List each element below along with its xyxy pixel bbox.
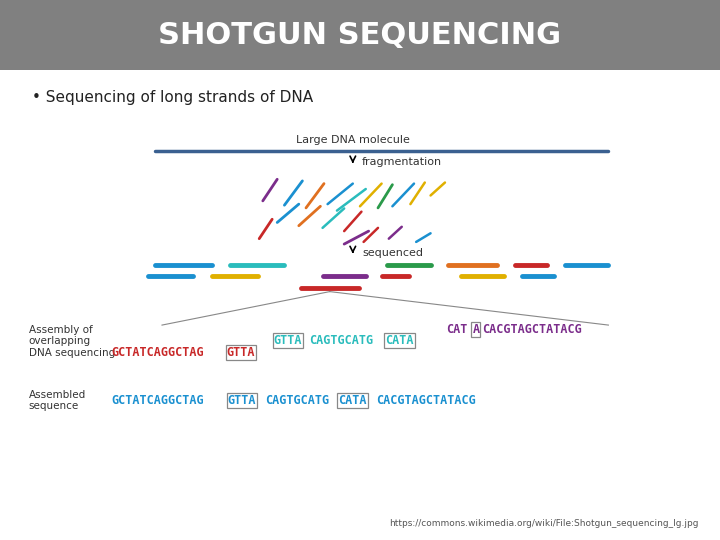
Text: CAT: CAT bbox=[446, 323, 468, 336]
Text: SHOTGUN SEQUENCING: SHOTGUN SEQUENCING bbox=[158, 21, 562, 50]
Text: GCTATCAGGCTAG: GCTATCAGGCTAG bbox=[112, 346, 204, 359]
Text: https://commons.wikimedia.org/wiki/File:Shotgun_sequencing_lg.jpg: https://commons.wikimedia.org/wiki/File:… bbox=[389, 519, 698, 528]
Text: GTTA: GTTA bbox=[227, 346, 256, 359]
Text: CATA: CATA bbox=[385, 334, 414, 347]
Text: CAGTGCATG: CAGTGCATG bbox=[310, 334, 374, 347]
Text: CACGTAGCTATACG: CACGTAGCTATACG bbox=[482, 323, 582, 336]
Text: sequenced: sequenced bbox=[362, 248, 423, 258]
Text: Assembled
sequence: Assembled sequence bbox=[29, 390, 86, 411]
Text: CAGTGCATG: CAGTGCATG bbox=[265, 394, 329, 407]
Text: Assembly of
overlapping
DNA sequencing: Assembly of overlapping DNA sequencing bbox=[29, 325, 115, 358]
Text: GTTA: GTTA bbox=[274, 334, 302, 347]
Text: • Sequencing of long strands of DNA: • Sequencing of long strands of DNA bbox=[32, 90, 313, 105]
FancyBboxPatch shape bbox=[0, 0, 720, 70]
Text: CACGTAGCTATACG: CACGTAGCTATACG bbox=[376, 394, 476, 407]
Text: Large DNA molecule: Large DNA molecule bbox=[296, 134, 410, 145]
Text: GTTA: GTTA bbox=[228, 394, 256, 407]
Text: CATA: CATA bbox=[338, 394, 367, 407]
Text: A: A bbox=[472, 323, 480, 336]
Text: fragmentation: fragmentation bbox=[362, 157, 442, 167]
Text: GCTATCAGGCTAG: GCTATCAGGCTAG bbox=[112, 394, 204, 407]
